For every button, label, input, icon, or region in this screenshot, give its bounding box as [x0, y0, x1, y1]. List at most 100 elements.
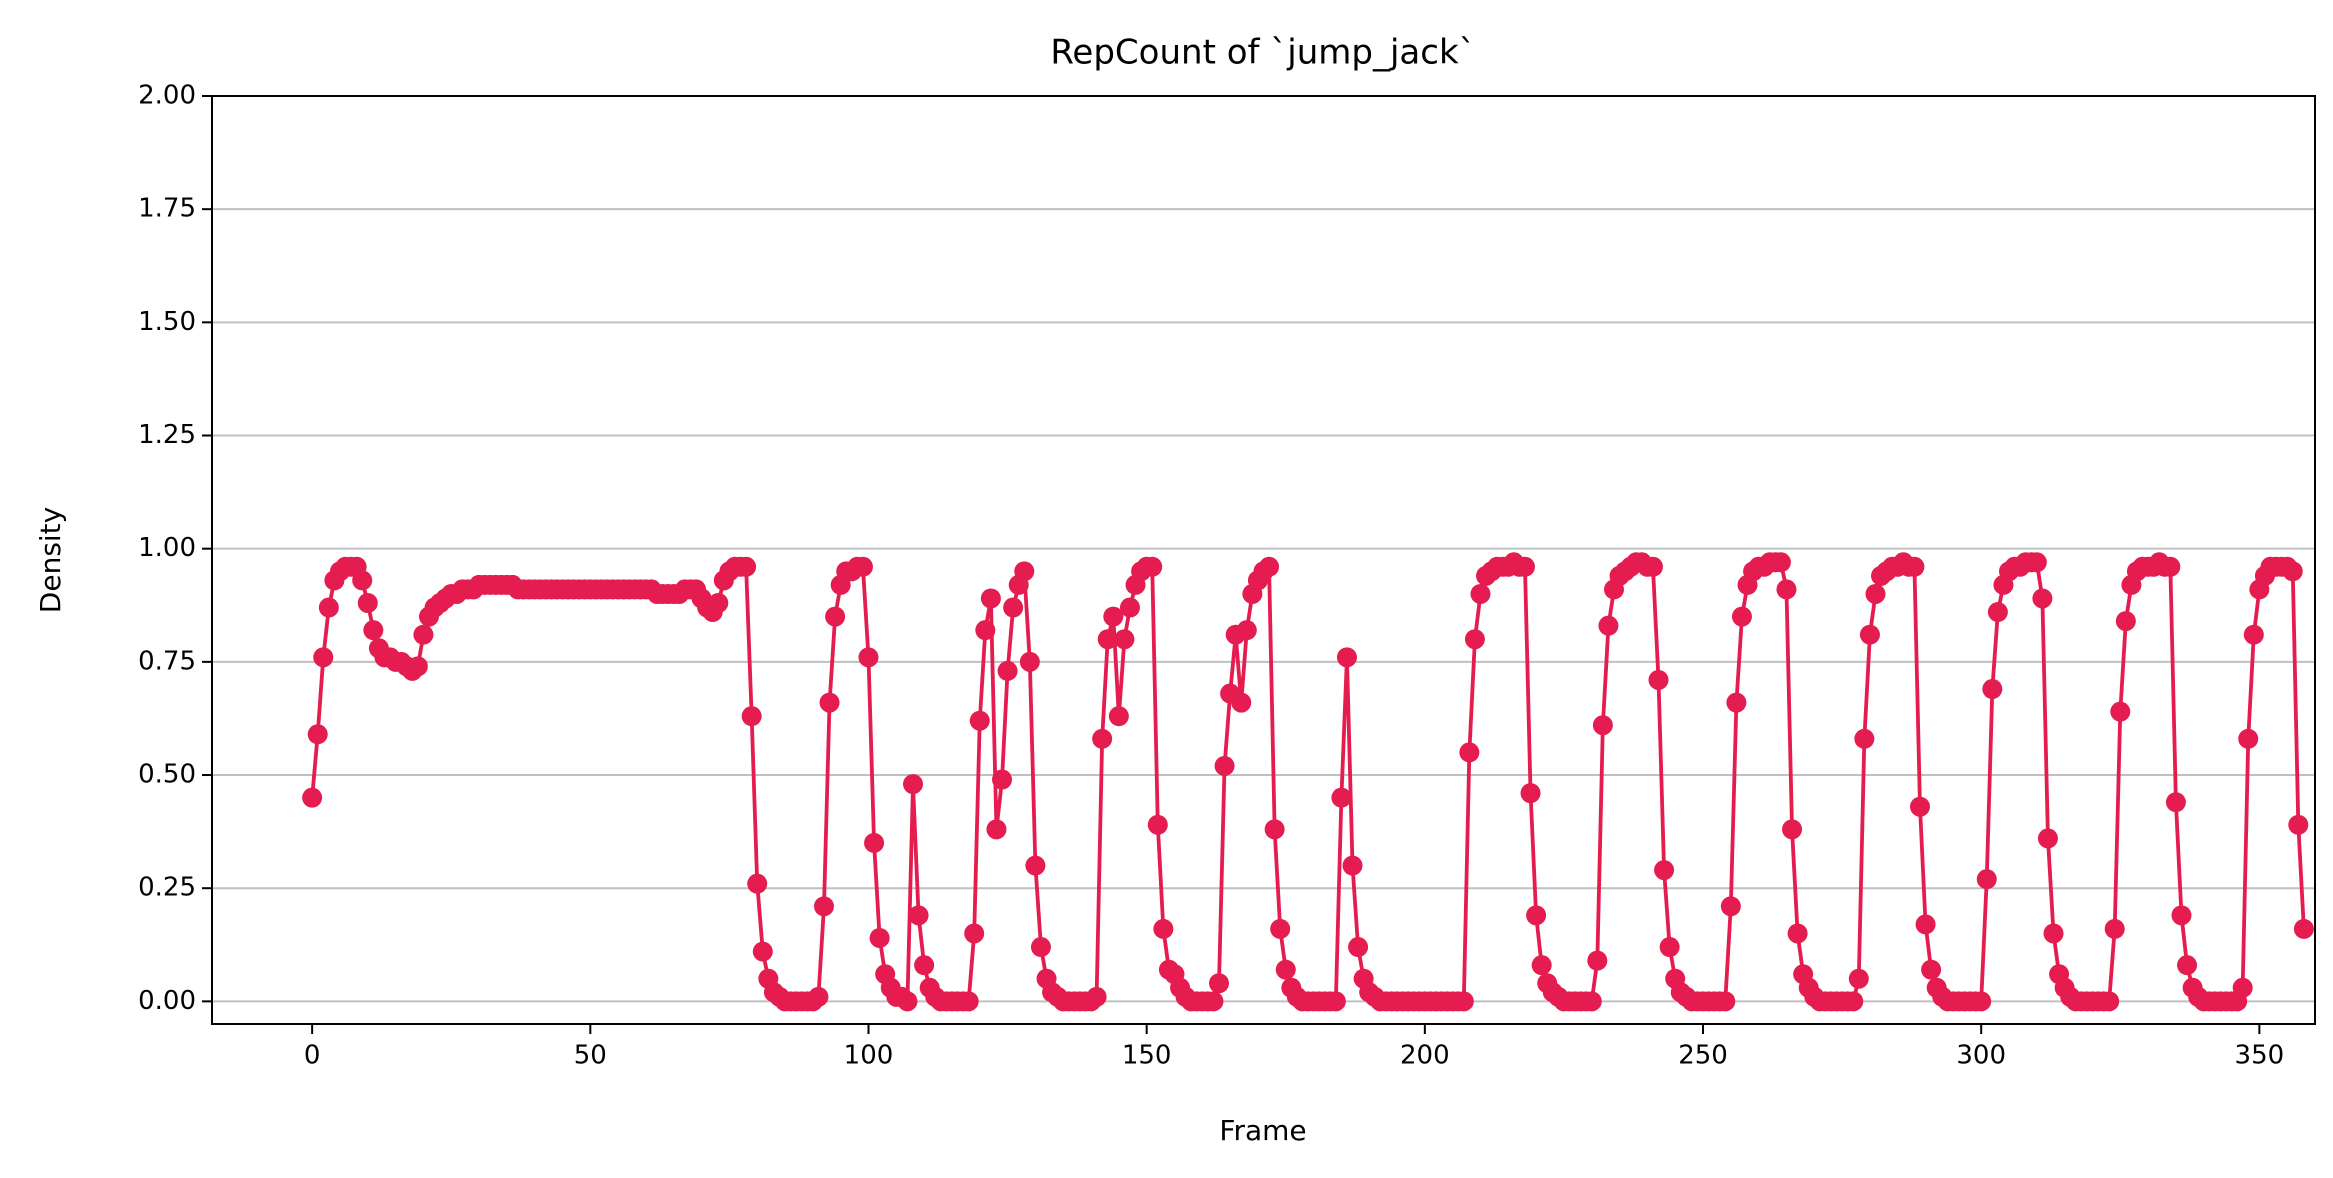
- point-marker: [1003, 597, 1024, 618]
- point-marker: [1214, 755, 1235, 776]
- point-marker: [1715, 991, 1736, 1012]
- point-marker: [825, 606, 846, 627]
- point-marker: [1453, 991, 1474, 1012]
- point-marker: [1459, 742, 1480, 763]
- point-marker: [1030, 937, 1051, 958]
- point-marker: [1592, 715, 1613, 736]
- point-marker: [1731, 606, 1752, 627]
- point-marker: [357, 593, 378, 614]
- point-marker: [1848, 968, 1869, 989]
- point-marker: [958, 991, 979, 1012]
- point-marker: [1971, 991, 1992, 1012]
- point-marker: [2099, 991, 2120, 1012]
- point-marker: [1270, 918, 1291, 939]
- point-marker: [1976, 869, 1997, 890]
- point-marker: [1587, 950, 1608, 971]
- point-marker: [997, 660, 1018, 681]
- point-marker: [908, 905, 929, 926]
- x-tick-label: 300: [1956, 1041, 2006, 1071]
- point-marker: [1915, 914, 1936, 935]
- point-marker: [1114, 629, 1135, 650]
- point-marker: [1025, 855, 1046, 876]
- point-marker: [1787, 923, 1808, 944]
- point-marker: [1153, 918, 1174, 939]
- point-marker: [1865, 583, 1886, 604]
- point-marker: [1526, 905, 1547, 926]
- point-marker: [2032, 588, 2053, 609]
- point-marker: [1531, 955, 1552, 976]
- x-tick-label: 350: [2235, 1041, 2285, 1071]
- plot-frame: [211, 95, 2316, 1025]
- point-marker: [1331, 787, 1352, 808]
- x-tick-label: 150: [1122, 1041, 1172, 1071]
- y-tick-label: 1.50: [138, 307, 196, 337]
- point-marker: [1147, 814, 1168, 835]
- point-marker: [858, 647, 879, 668]
- point-marker: [1726, 692, 1747, 713]
- y-tick-label: 1.00: [138, 533, 196, 563]
- y-tick-label: 0.00: [138, 986, 196, 1016]
- point-marker: [1659, 937, 1680, 958]
- y-tick-label: 1.25: [138, 420, 196, 450]
- point-marker: [1259, 556, 1280, 577]
- x-tick-label: 250: [1678, 1041, 1728, 1071]
- point-marker: [1520, 783, 1541, 804]
- point-marker: [897, 991, 918, 1012]
- point-marker: [1208, 973, 1229, 994]
- point-marker: [903, 774, 923, 795]
- point-marker: [413, 624, 434, 645]
- point-marker: [2165, 792, 2186, 813]
- x-tick-label: 0: [304, 1041, 321, 1071]
- point-marker: [1982, 679, 2003, 700]
- x-tick-label: 200: [1400, 1041, 1450, 1071]
- point-marker: [1119, 597, 1140, 618]
- point-marker: [969, 710, 990, 731]
- point-marker: [1642, 556, 1663, 577]
- point-marker: [914, 955, 935, 976]
- point-marker: [1921, 959, 1942, 980]
- point-marker: [352, 570, 373, 591]
- point-marker: [1904, 556, 1925, 577]
- point-marker: [1264, 819, 1285, 840]
- point-marker: [1770, 552, 1791, 573]
- point-marker: [1782, 819, 1803, 840]
- point-marker: [2282, 561, 2303, 582]
- point-marker: [1598, 615, 1619, 636]
- point-marker: [363, 620, 384, 641]
- point-marker: [2104, 918, 2125, 939]
- point-marker: [1275, 959, 1296, 980]
- point-marker: [2288, 814, 2309, 835]
- point-marker: [1325, 991, 1346, 1012]
- point-marker: [808, 986, 829, 1007]
- point-marker: [741, 706, 762, 727]
- point-marker: [1203, 991, 1224, 1012]
- point-marker: [1581, 991, 1602, 1012]
- y-tick-label: 0.25: [138, 873, 196, 903]
- y-axis-label: Density: [34, 507, 67, 613]
- point-marker: [1092, 728, 1113, 749]
- point-marker: [2293, 918, 2314, 939]
- point-marker: [318, 597, 339, 618]
- y-tick-label: 0.50: [138, 760, 196, 790]
- point-marker: [1231, 692, 1252, 713]
- point-marker: [869, 927, 890, 948]
- point-marker: [864, 832, 885, 853]
- point-marker: [708, 593, 729, 614]
- point-marker: [1909, 796, 1930, 817]
- y-tick-label: 2.00: [138, 81, 196, 111]
- point-marker: [752, 941, 773, 962]
- point-marker: [1103, 606, 1124, 627]
- point-marker: [1854, 728, 1875, 749]
- point-marker: [852, 556, 873, 577]
- point-marker: [1142, 556, 1163, 577]
- point-marker: [975, 620, 996, 641]
- point-marker: [813, 896, 834, 917]
- point-marker: [2026, 552, 2047, 573]
- point-marker: [302, 787, 323, 808]
- point-marker: [2243, 624, 2264, 645]
- point-marker: [986, 819, 1007, 840]
- x-tick-label: 50: [574, 1041, 607, 1071]
- y-tick-label: 1.75: [138, 194, 196, 224]
- point-marker: [1720, 896, 1741, 917]
